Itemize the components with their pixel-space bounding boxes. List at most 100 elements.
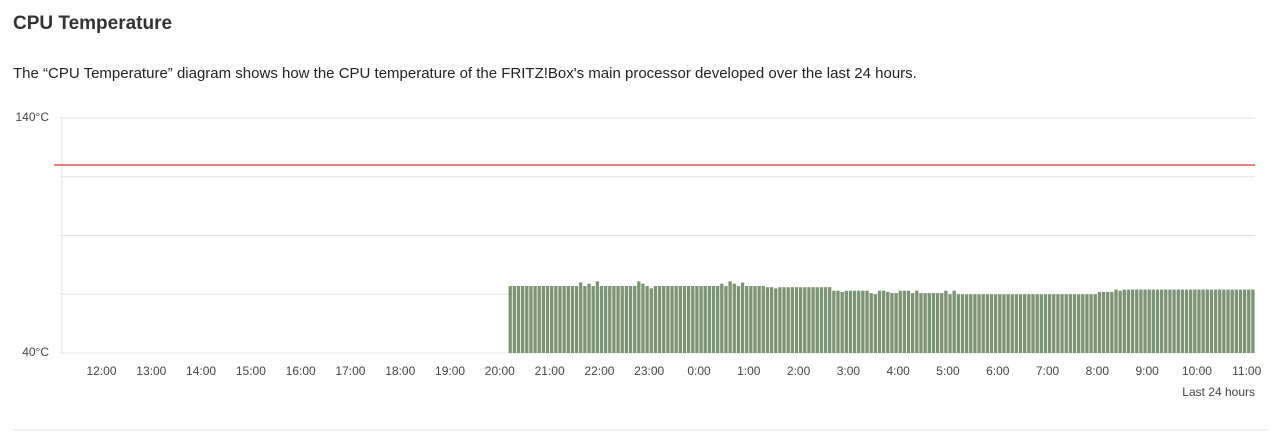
bar: [906, 290, 911, 353]
x-tick-label: 22:00: [584, 364, 614, 378]
bar: [769, 287, 774, 353]
bar: [653, 286, 658, 353]
bar: [599, 286, 604, 353]
bar: [579, 282, 583, 353]
bar: [782, 287, 786, 353]
x-tick-label: 21:00: [535, 364, 565, 378]
x-tick-label: 7:00: [1036, 364, 1060, 378]
bar: [670, 286, 674, 353]
bar: [628, 286, 633, 353]
x-axis-label: Last 24 hours: [1182, 385, 1255, 399]
x-tick-label: 14:00: [186, 364, 216, 378]
bar: [1238, 289, 1243, 353]
bar: [753, 286, 757, 353]
bar: [736, 286, 741, 353]
bar: [794, 287, 799, 353]
bar: [964, 294, 969, 353]
bar: [940, 293, 944, 353]
bar: [1126, 289, 1131, 353]
bar: [1122, 289, 1126, 353]
bar: [1147, 289, 1151, 353]
bar: [823, 287, 828, 353]
bar: [720, 283, 724, 353]
bar: [666, 286, 670, 353]
bar: [1060, 294, 1064, 353]
bar: [740, 282, 745, 353]
bar: [512, 286, 517, 353]
bar: [761, 286, 765, 353]
bar: [682, 286, 687, 353]
bar: [608, 286, 612, 353]
bar: [525, 286, 529, 353]
bar: [881, 290, 886, 353]
bar: [1031, 294, 1035, 353]
bar: [1097, 291, 1102, 353]
bar: [798, 287, 803, 353]
bar: [1006, 294, 1010, 353]
bar: [1139, 289, 1143, 353]
x-tick-label: 5:00: [936, 364, 960, 378]
bar: [1052, 294, 1056, 353]
bar: [956, 294, 960, 353]
bar: [1118, 290, 1122, 353]
bar: [1114, 289, 1118, 353]
bar: [1056, 294, 1060, 353]
bar: [1189, 289, 1193, 353]
bar: [944, 290, 948, 353]
bar: [1014, 294, 1019, 353]
bar: [977, 294, 981, 353]
bar: [985, 294, 990, 353]
bar: [836, 290, 840, 353]
bar: [649, 288, 653, 353]
bar: [686, 286, 691, 353]
bar: [1209, 289, 1214, 353]
bar: [745, 286, 749, 353]
bar: [877, 290, 882, 353]
bar: [973, 294, 977, 353]
bar: [790, 287, 795, 353]
bar: [873, 294, 877, 353]
x-tick-label: 13:00: [136, 364, 166, 378]
bar: [724, 286, 728, 353]
bar: [624, 286, 629, 353]
x-tick-label: 19:00: [435, 364, 465, 378]
bar: [550, 286, 554, 353]
bar: [707, 286, 712, 353]
bar: [989, 294, 994, 353]
bar: [1180, 289, 1185, 353]
bar: [612, 286, 616, 353]
x-tick-label: 11:00: [1232, 364, 1261, 378]
bar: [1130, 289, 1135, 353]
bar: [645, 286, 649, 353]
bar: [1222, 289, 1226, 353]
bar: [1176, 289, 1180, 353]
bar: [1201, 289, 1205, 353]
bar: [1072, 294, 1077, 353]
x-tick-label: 16:00: [286, 364, 316, 378]
bar: [886, 291, 890, 353]
chart-subtitle: The “CPU Temperature” diagram shows how …: [13, 65, 917, 82]
bar: [1159, 289, 1164, 353]
bar: [1251, 289, 1255, 353]
x-tick-label: 20:00: [485, 364, 515, 378]
bar: [1064, 294, 1068, 353]
bar: [1168, 289, 1172, 353]
bar: [529, 286, 533, 353]
bar: [861, 290, 865, 353]
bar: [811, 287, 815, 353]
bar: [1143, 289, 1147, 353]
bar: [927, 293, 931, 353]
bar: [657, 286, 662, 353]
x-tick-label: 15:00: [236, 364, 266, 378]
bar: [915, 290, 919, 353]
bar: [637, 281, 641, 353]
bar: [765, 287, 770, 353]
chart-title: CPU Temperature: [13, 13, 172, 34]
bar: [844, 290, 848, 353]
bar: [1172, 289, 1176, 353]
x-tick-label: 12:00: [86, 364, 116, 378]
bar: [774, 288, 778, 353]
bar: [1039, 294, 1043, 353]
bar: [1230, 289, 1234, 353]
x-tick-label: 17:00: [335, 364, 365, 378]
